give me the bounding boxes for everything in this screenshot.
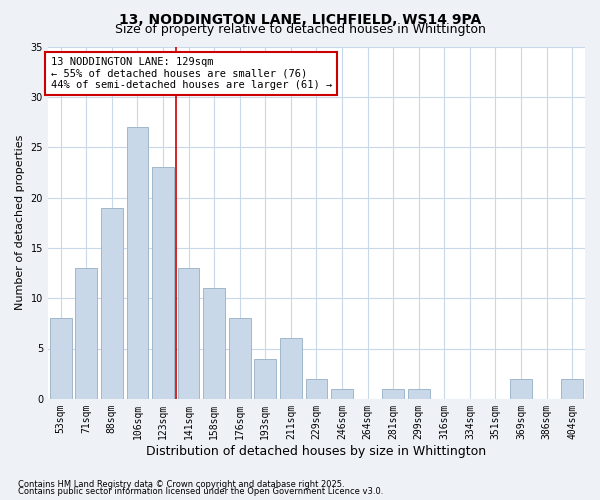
Bar — [331, 389, 353, 399]
Text: 13 NODDINGTON LANE: 129sqm
← 55% of detached houses are smaller (76)
44% of semi: 13 NODDINGTON LANE: 129sqm ← 55% of deta… — [50, 57, 332, 90]
Bar — [152, 168, 174, 399]
Bar — [229, 318, 251, 399]
Bar — [562, 378, 583, 399]
Bar — [305, 378, 328, 399]
Text: 13, NODDINGTON LANE, LICHFIELD, WS14 9PA: 13, NODDINGTON LANE, LICHFIELD, WS14 9PA — [119, 12, 481, 26]
X-axis label: Distribution of detached houses by size in Whittington: Distribution of detached houses by size … — [146, 444, 487, 458]
Bar — [382, 389, 404, 399]
Bar — [280, 338, 302, 399]
Text: Contains HM Land Registry data © Crown copyright and database right 2025.: Contains HM Land Registry data © Crown c… — [18, 480, 344, 489]
Bar — [203, 288, 225, 399]
Bar — [50, 318, 71, 399]
Bar — [178, 268, 199, 399]
Text: Contains public sector information licensed under the Open Government Licence v3: Contains public sector information licen… — [18, 488, 383, 496]
Bar — [254, 358, 276, 399]
Bar — [510, 378, 532, 399]
Text: Size of property relative to detached houses in Whittington: Size of property relative to detached ho… — [115, 22, 485, 36]
Bar — [76, 268, 97, 399]
Bar — [408, 389, 430, 399]
Y-axis label: Number of detached properties: Number of detached properties — [15, 135, 25, 310]
Bar — [127, 127, 148, 399]
Bar — [101, 208, 123, 399]
